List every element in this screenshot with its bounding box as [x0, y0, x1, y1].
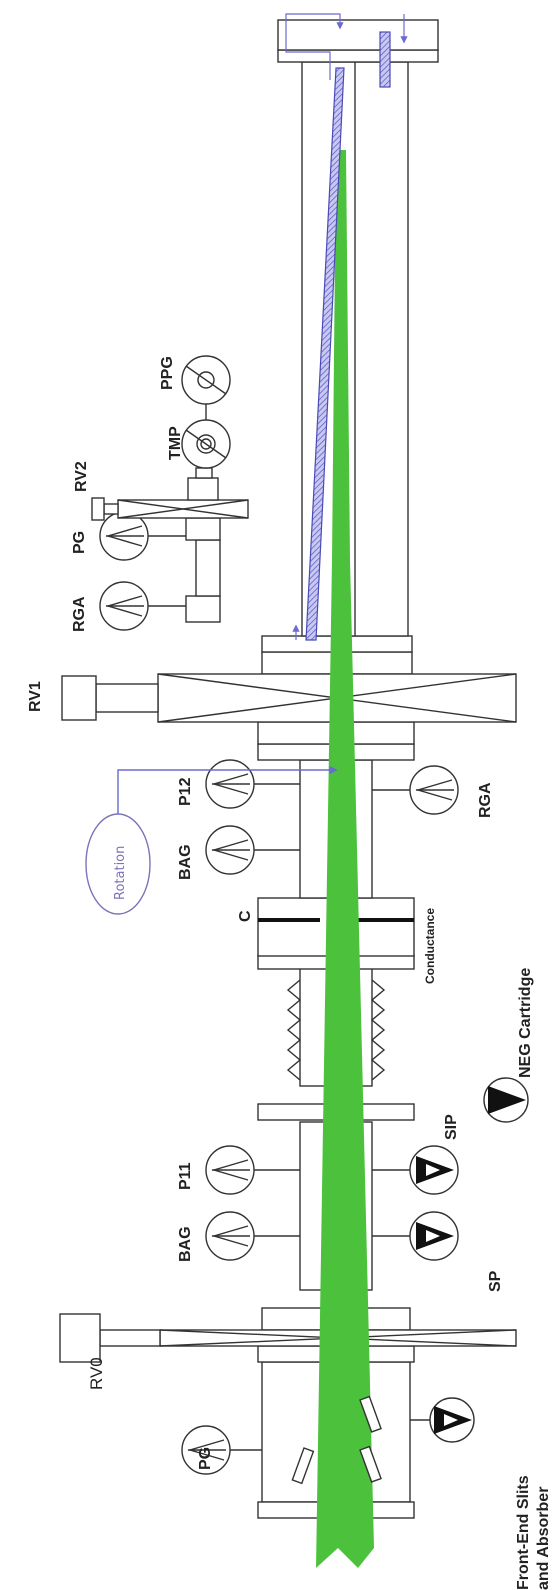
- valve-rv1: [61, 673, 517, 723]
- gauge-p11: [205, 1145, 300, 1195]
- label-rv0: RV0: [87, 1357, 106, 1390]
- front-end-slits: [291, 1395, 382, 1485]
- label-ppg: PPG: [159, 356, 176, 390]
- label-rv2: RV2: [73, 461, 90, 492]
- label-front-end-1: Front-End Slits: [515, 1475, 532, 1590]
- label-sp: SP: [487, 1270, 504, 1292]
- pump-front-end: [410, 1397, 475, 1443]
- label-bag-lower: BAG: [177, 1226, 194, 1262]
- label-rga-right: RGA: [477, 782, 494, 818]
- label-rga-left: RGA: [71, 596, 88, 632]
- gauge-pg-bottom: [181, 1425, 262, 1475]
- label-front-end-2: and Absorber: [535, 1487, 552, 1590]
- label-p11: P11: [177, 1162, 194, 1190]
- pump-tmp: [181, 419, 231, 469]
- pump-sp: [372, 1211, 459, 1261]
- label-rv1: RV1: [27, 681, 44, 712]
- label-p12: P12: [177, 777, 194, 806]
- gauge-pg-top: [99, 511, 186, 561]
- label-pg-top: PG: [71, 531, 88, 554]
- gauge-bag-upper: [205, 825, 300, 875]
- beam: [316, 150, 374, 1568]
- label-tmp: TMP: [167, 426, 184, 460]
- pump-branch: [91, 467, 249, 623]
- gauge-rga-right: [372, 765, 459, 815]
- rotation-annotation: Rotation: [85, 765, 338, 915]
- label-conductance: Conductance: [423, 908, 437, 984]
- gauge-bag-lower: [205, 1211, 300, 1261]
- label-pg-bottom: PG: [197, 1447, 214, 1470]
- pump-sip: [372, 1145, 459, 1195]
- gauge-p12: [205, 759, 300, 809]
- label-c: C: [237, 910, 254, 922]
- label-sip: SIP: [443, 1114, 460, 1140]
- pump-neg-cartridge: [483, 1077, 529, 1123]
- gauge-rga-left: [99, 581, 186, 631]
- label-bag-upper: BAG: [177, 844, 194, 880]
- pump-ppg: [181, 355, 231, 405]
- rotation-label: Rotation: [113, 846, 128, 900]
- mirror: [285, 13, 408, 641]
- label-neg: NEG Cartridge: [517, 968, 534, 1078]
